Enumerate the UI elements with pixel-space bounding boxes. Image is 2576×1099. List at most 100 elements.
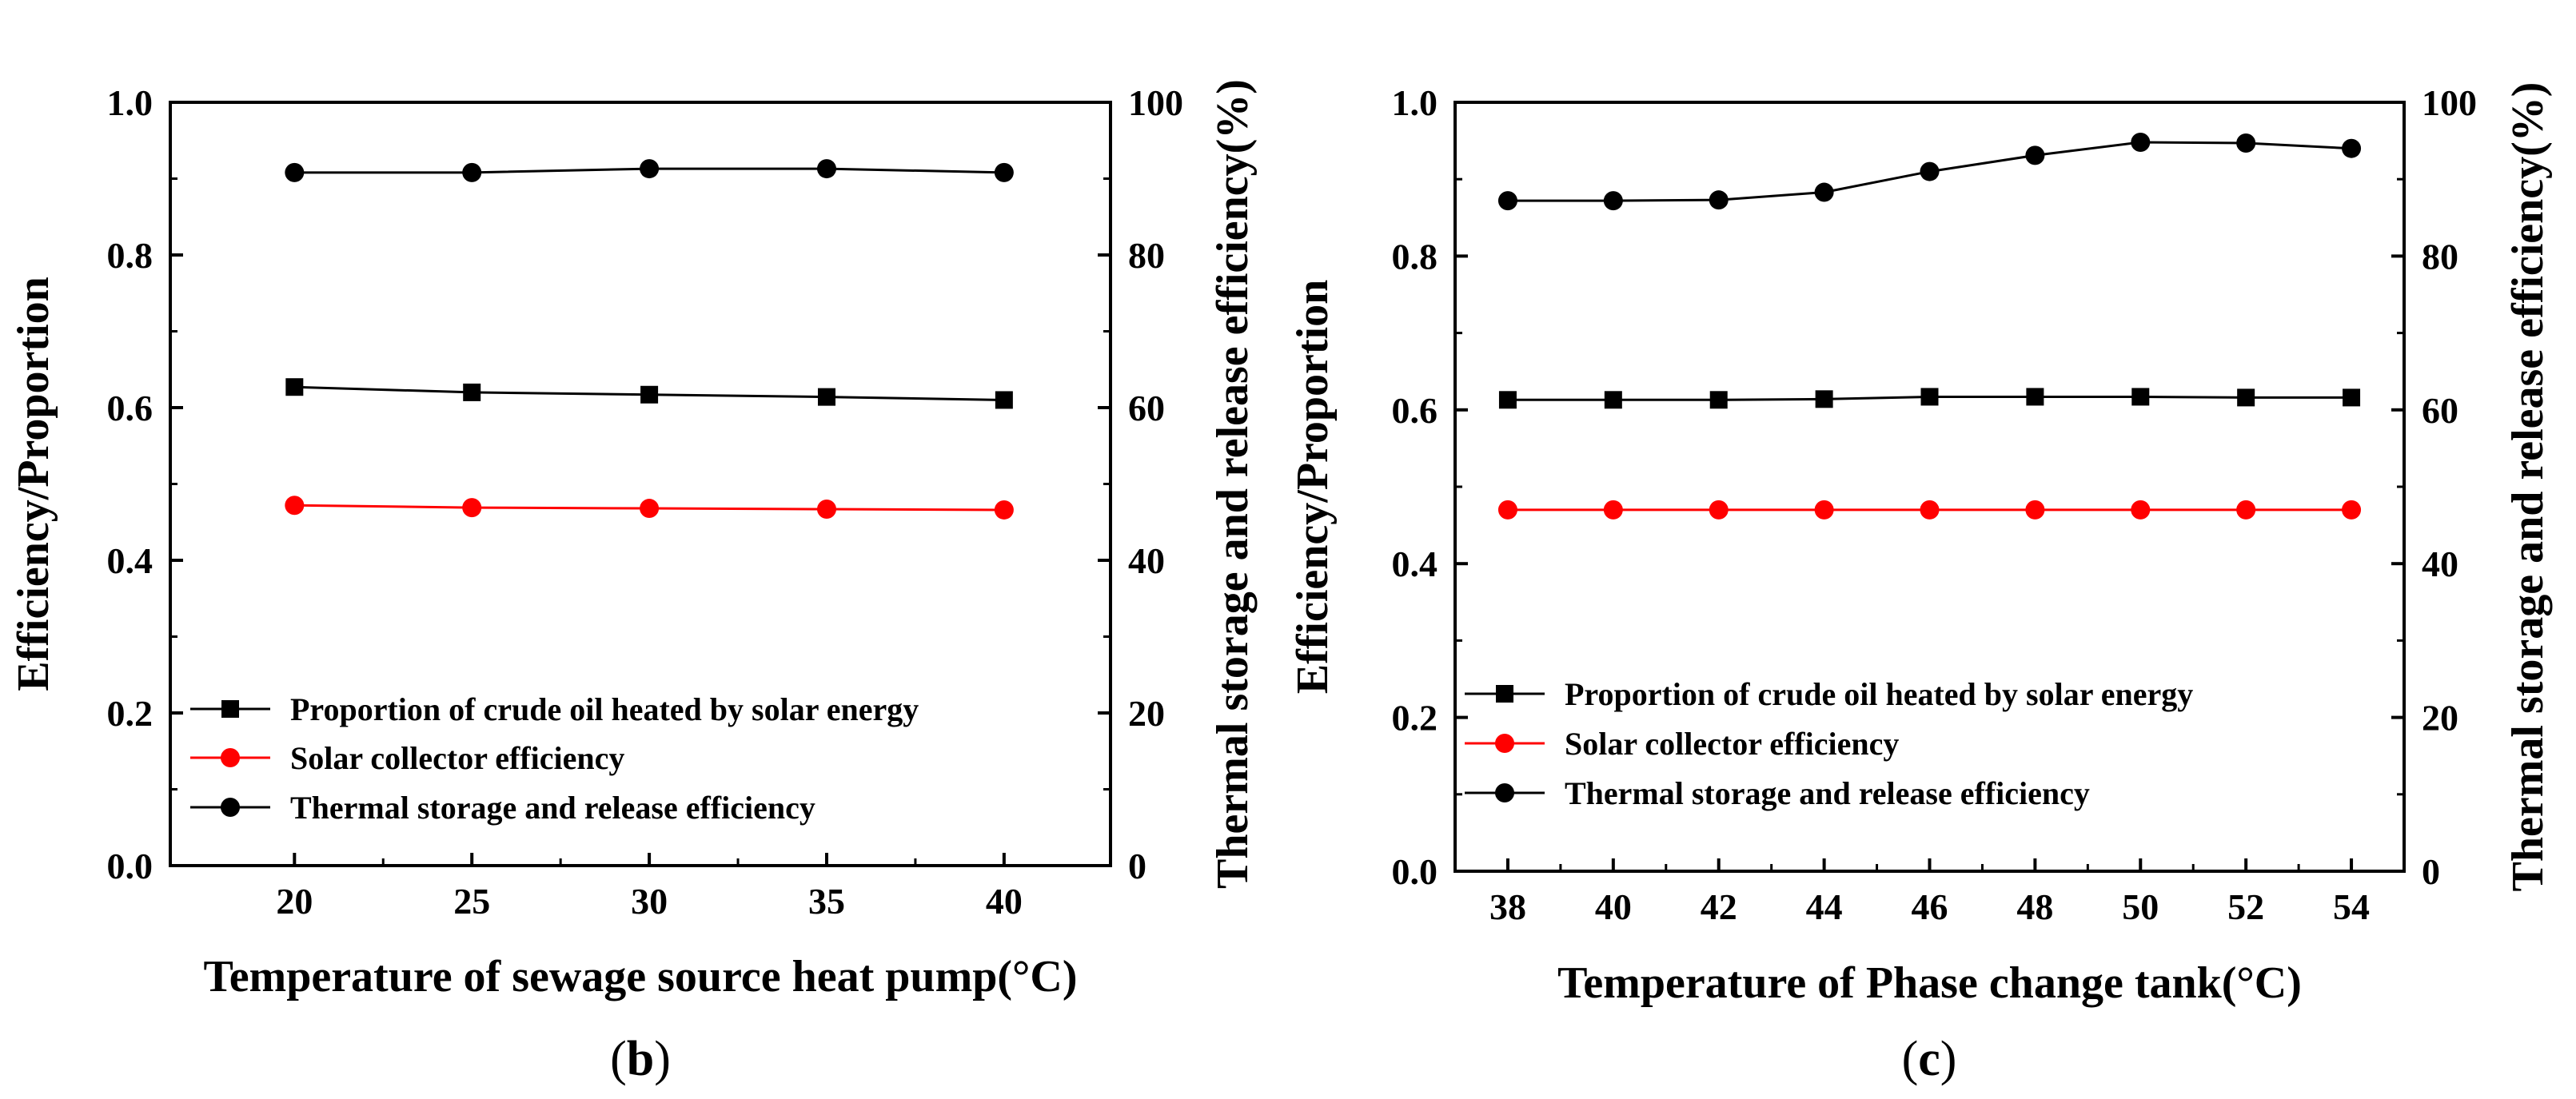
data-point-circle	[1603, 500, 1623, 520]
legend-marker-circle	[221, 798, 240, 817]
data-point-circle	[1497, 191, 1517, 211]
panel-label-close-paren: )	[654, 1032, 671, 1086]
y2-tick-label: 20	[2422, 698, 2458, 739]
y2-tick-label: 40	[1128, 540, 1165, 581]
y-tick-label: 0.8	[107, 235, 154, 276]
legend-entry: Proportion of crude oil heated by solar …	[190, 691, 919, 727]
data-point-square	[2343, 388, 2361, 407]
data-point-square	[995, 391, 1013, 409]
data-point-circle	[285, 162, 305, 182]
x-tick-label: 52	[2227, 886, 2264, 927]
y2-tick-label: 0	[2422, 851, 2440, 892]
panel-label: (c)	[1902, 1032, 1957, 1086]
data-point-circle	[462, 498, 482, 518]
legend-entry: Thermal storage and release efficiency	[1465, 775, 2090, 811]
y-tick-label: 0.8	[1392, 236, 1438, 277]
data-point-square	[1604, 391, 1622, 409]
x-tick-label: 25	[453, 881, 490, 922]
legend-marker-square	[1496, 685, 1513, 703]
x-tick-label: 44	[1806, 886, 1843, 927]
data-point-square	[1815, 390, 1833, 408]
x-tick-label: 48	[2016, 886, 2053, 927]
x-axis-title: Temperature of Phase change tank(°C)	[1557, 958, 2302, 1008]
x-axis-title: Temperature of sewage source heat pump(°…	[203, 952, 1077, 1001]
y-tick-label: 1.0	[1392, 82, 1438, 123]
data-point-circle	[1603, 191, 1623, 211]
y-tick-label: 0.2	[1392, 698, 1438, 739]
data-point-circle	[2025, 145, 2045, 165]
x-tick-label: 40	[986, 881, 1023, 922]
data-point-circle	[1497, 500, 1517, 520]
x-tick-label: 40	[1595, 886, 1632, 927]
data-point-circle	[1814, 182, 1834, 202]
data-point-circle	[2236, 133, 2256, 153]
y-axis-title: Efficiency/Proportion	[1288, 280, 1338, 694]
y2-tick-label: 100	[1128, 82, 1183, 123]
data-point-square	[1498, 391, 1517, 409]
data-point-circle	[2342, 500, 2362, 520]
y-tick-label: 0.2	[107, 693, 154, 734]
series-2	[285, 159, 1014, 182]
data-point-square	[640, 385, 659, 404]
data-point-square	[2237, 388, 2255, 407]
y2-tick-label: 20	[1128, 693, 1165, 734]
chart-panel-b: 20 25 30 35 40 0.0 0.2 0.4 0.6 0.8 1.0 0 20 40 60 80 100…	[9, 79, 1258, 1086]
data-point-square	[285, 378, 304, 396]
legend-marker-square	[221, 700, 239, 718]
panel-label-letter: b	[627, 1032, 654, 1086]
data-point-circle	[462, 162, 482, 182]
data-point-circle	[2236, 500, 2256, 520]
series-0	[285, 378, 1013, 409]
chart-panel-c: 38 40 42 44 46 48 50 52 54 0.0 0.2 0.4 0.6 0.8 1.0 0 20 4…	[1288, 82, 2553, 1086]
data-point-circle	[1920, 161, 1940, 181]
data-point-circle	[1709, 190, 1729, 210]
x-tick-label: 20	[276, 881, 313, 922]
data-point-square	[1709, 391, 1728, 409]
y2-tick-label: 60	[1128, 388, 1165, 428]
y-tick-label: 0.4	[1392, 544, 1438, 584]
panel-label-close-paren: )	[1940, 1032, 1957, 1086]
legend-label: Proportion of crude oil heated by solar …	[290, 691, 919, 727]
y2-axis-title: Thermal storage and release efficiency(%…	[1208, 79, 1258, 889]
y-tick-label: 1.0	[107, 82, 154, 123]
panel-label: (b)	[610, 1032, 671, 1086]
x-tick-label: 46	[1912, 886, 1948, 927]
y-tick-label: 0.6	[107, 388, 154, 428]
y2-tick-label: 80	[2422, 236, 2458, 277]
data-point-square	[1920, 388, 1939, 406]
data-point-circle	[2131, 133, 2151, 153]
panel-label-open-paren: (	[610, 1032, 627, 1086]
legend-entry: Solar collector efficiency	[190, 740, 624, 776]
x-tick-label: 35	[808, 881, 845, 922]
legend-label: Thermal storage and release efficiency	[290, 790, 815, 826]
x-tick-label: 38	[1489, 886, 1526, 927]
data-point-circle	[640, 499, 660, 519]
data-point-square	[2131, 388, 2150, 406]
y2-tick-label: 40	[2422, 544, 2458, 584]
legend-marker-circle	[1495, 783, 1514, 802]
legend-label: Solar collector efficiency	[1565, 726, 1899, 762]
legend-entry: Thermal storage and release efficiency	[190, 790, 815, 826]
y2-tick-label: 80	[1128, 235, 1165, 276]
data-point-circle	[1709, 500, 1729, 520]
legend-entry: Proportion of crude oil heated by solar …	[1465, 676, 2193, 712]
data-point-square	[817, 388, 835, 406]
y-tick-label: 0.4	[107, 540, 154, 581]
data-point-circle	[816, 159, 836, 179]
legend-entry: Solar collector efficiency	[1465, 726, 1899, 762]
legend-marker-circle	[221, 748, 240, 767]
y2-tick-label: 60	[2422, 390, 2458, 431]
y2-axis-title: Thermal storage and release efficiency(%…	[2503, 82, 2553, 892]
panel-label-open-paren: (	[1902, 1032, 1919, 1086]
data-point-circle	[2342, 138, 2362, 158]
x-tick-label: 54	[2333, 886, 2370, 927]
legend-marker-circle	[1495, 734, 1514, 753]
y2-tick-label: 0	[1128, 846, 1146, 886]
series-2	[1497, 133, 2362, 211]
panel-label-letter: c	[1918, 1032, 1940, 1086]
y2-tick-label: 100	[2422, 82, 2477, 123]
data-point-circle	[2131, 500, 2151, 520]
series-1	[285, 496, 1014, 520]
data-point-circle	[285, 496, 305, 516]
